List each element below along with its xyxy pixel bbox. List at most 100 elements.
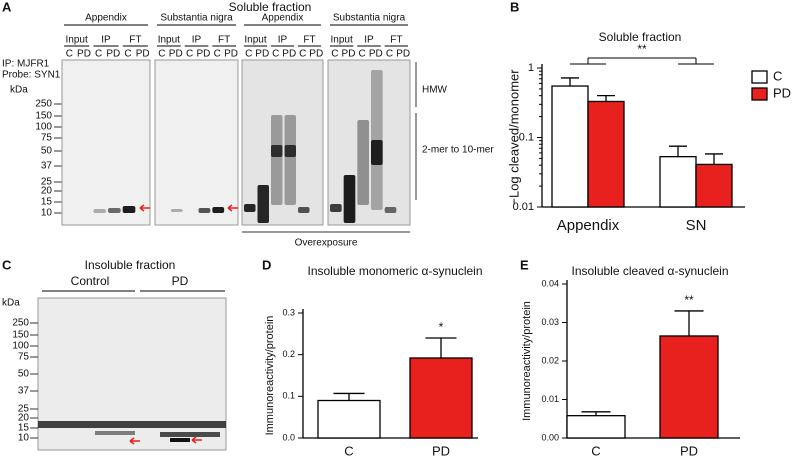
marker-label: 250 [12, 318, 29, 329]
panel-label: D [262, 257, 271, 272]
blot-band [371, 140, 383, 165]
panel-label: B [510, 0, 519, 14]
blot-title: Insoluble fraction [85, 258, 176, 272]
lane-label: PD [106, 49, 120, 60]
lane-label: PD [224, 49, 238, 60]
tissue-label: Substantia nigra [160, 13, 233, 24]
group-label: Input [158, 35, 180, 46]
marker-label: 37 [41, 161, 53, 172]
blot-band [343, 175, 356, 223]
y-axis-label: Immunoreactivity/protein [264, 316, 276, 436]
y-tick-label: 1 [528, 62, 534, 74]
y-tick-label: 0.04 [541, 278, 559, 288]
x-tick-label: SN [686, 217, 707, 234]
lane-label: PD [369, 49, 383, 60]
lane-label: C [359, 49, 366, 60]
significance: * [439, 320, 444, 334]
significance: ** [684, 293, 694, 307]
lane-label: PD [77, 49, 91, 60]
lane-label: C [386, 49, 393, 60]
panel-label: A [2, 0, 12, 14]
lane-label: PD [309, 49, 323, 60]
blot-band [298, 207, 310, 213]
y-tick-label: 0.00 [541, 432, 559, 442]
blot-band [93, 209, 106, 213]
y-tick-label: 0.01 [513, 201, 534, 213]
blot-band [284, 115, 296, 205]
x-tick-label: Appendix [557, 217, 620, 234]
hmw-label: HMW [422, 85, 448, 96]
blot-title: Soluble fraction [229, 0, 312, 14]
group-label: FT [129, 35, 141, 46]
blot-membrane [61, 59, 151, 226]
blot-band [284, 145, 296, 157]
blot-band [38, 421, 226, 428]
group-label: IP [101, 35, 111, 46]
lane-label: C [124, 49, 131, 60]
y-axis-label: −Log cleaved/monomer [506, 69, 521, 206]
x-tick-label: C [591, 443, 600, 457]
bar [566, 415, 626, 439]
marker-label: 150 [12, 330, 29, 341]
lane-label: C [245, 49, 252, 60]
marker-label: 37 [18, 386, 30, 397]
marker-label: 25 [41, 177, 53, 188]
blot-membrane [154, 59, 239, 226]
marker-label: 100 [12, 341, 29, 352]
y-tick-label: 0.01 [541, 394, 559, 404]
marker-label: 20 [18, 413, 30, 424]
blot-band [95, 431, 135, 435]
bar [551, 85, 589, 208]
group-label: Control [71, 274, 110, 288]
arrow [139, 204, 150, 212]
arrow [227, 204, 238, 212]
group-label: IP [364, 35, 374, 46]
probe-label: Probe: SYN1 [2, 70, 61, 81]
blot-band [212, 207, 225, 213]
mer-label: 2-mer to 10-mer [422, 145, 494, 156]
tissue-label: Appendix [262, 13, 304, 24]
blot-band [244, 204, 256, 212]
group-label: IP [192, 35, 202, 46]
marker-label: 10 [41, 208, 53, 219]
lane-label: C [186, 49, 193, 60]
y-tick-label: 0.0 [282, 432, 295, 442]
marker-label: 50 [18, 369, 30, 380]
kda-label: kDa [2, 298, 20, 309]
bar [695, 163, 733, 208]
blot-band [160, 432, 220, 437]
panel-label: E [520, 257, 529, 272]
chart-title: Insoluble monomeric α-synuclein [307, 264, 482, 278]
kda-label: kDa [10, 85, 28, 96]
group-label: FT [390, 35, 402, 46]
panel-label: C [2, 257, 12, 272]
legend-swatch [751, 70, 768, 84]
marker-label: 50 [41, 146, 53, 157]
blot-band [122, 206, 136, 213]
blot-band [357, 120, 369, 205]
blot-band [271, 145, 283, 157]
x-tick-label: C [344, 443, 353, 457]
y-tick-label: 0.1 [282, 391, 295, 401]
lane-label: C [331, 49, 338, 60]
marker-label: 25 [18, 404, 30, 415]
group-label: PD [172, 274, 189, 288]
lane-label: C [214, 49, 221, 60]
group-label: IP [278, 35, 288, 46]
x-tick-label: PD [432, 443, 450, 457]
significance: ** [637, 42, 647, 56]
marker-label: 150 [35, 111, 52, 122]
chart-title: Soluble fraction [599, 30, 682, 44]
x-tick-label: PD [680, 443, 698, 457]
lane-label: PD [342, 49, 356, 60]
marker-label: 20 [41, 186, 53, 197]
bar [409, 357, 473, 439]
lane-label: C [95, 49, 102, 60]
blot-band [257, 185, 269, 223]
legend-label: C [773, 68, 782, 83]
bar [659, 335, 719, 439]
blot-band [198, 208, 211, 213]
blot-membrane [327, 59, 411, 226]
